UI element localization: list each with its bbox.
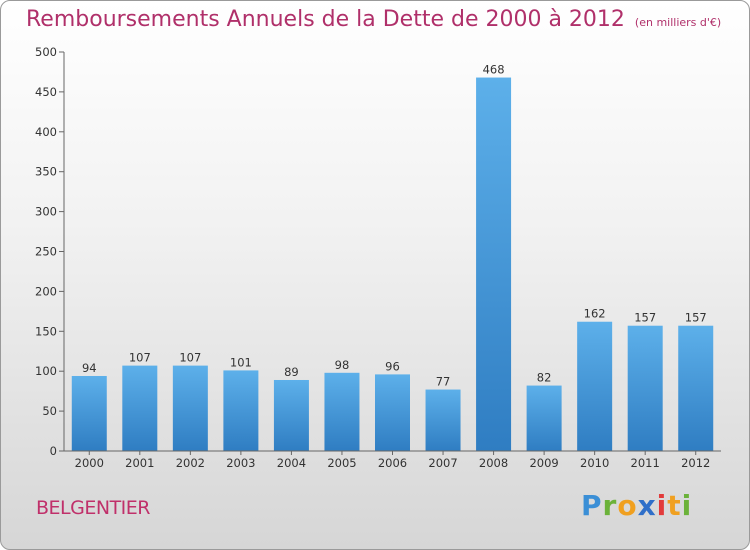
value-label-2003: 101: [230, 355, 252, 369]
bar-2001: [122, 365, 158, 451]
x-tick-label-2002: 2002: [176, 456, 205, 470]
logo-letter: t: [667, 489, 682, 522]
y-tick-label: 250: [35, 245, 57, 259]
y-tick-label: 500: [35, 45, 57, 59]
bar-2005: [324, 372, 360, 451]
commune-name: BELGENTIER: [36, 497, 150, 519]
x-tick-label-2011: 2011: [631, 456, 660, 470]
logo-letter: r: [602, 489, 618, 522]
bar-2007: [425, 389, 461, 451]
logo-letter: i: [681, 489, 693, 522]
value-label-2005: 98: [335, 358, 350, 372]
logo-letter: P: [581, 489, 603, 522]
bar-2003: [223, 370, 259, 451]
x-tick-label-2001: 2001: [125, 456, 154, 470]
value-label-2004: 89: [284, 365, 299, 379]
y-tick-label: 150: [35, 324, 57, 338]
value-label-2000: 94: [82, 361, 97, 375]
y-tick-label: 200: [35, 284, 57, 298]
y-tick-label: 100: [35, 364, 57, 378]
x-tick-label-2012: 2012: [681, 456, 710, 470]
bar-2011: [627, 325, 663, 451]
bar-2002: [172, 365, 208, 451]
logo-letter: x: [637, 489, 657, 522]
logo-letter: o: [617, 489, 638, 522]
value-label-2012: 157: [685, 311, 707, 325]
x-tick-label-2003: 2003: [226, 456, 255, 470]
bar-2004: [273, 379, 309, 451]
y-tick-label: 0: [50, 444, 57, 458]
x-tick-label-2004: 2004: [277, 456, 306, 470]
value-label-2002: 107: [179, 351, 201, 365]
bar-2000: [71, 375, 107, 451]
bar-2010: [577, 321, 613, 451]
value-label-2008: 468: [483, 63, 505, 77]
logo-letter: i: [656, 489, 668, 522]
value-label-2011: 157: [634, 311, 656, 325]
y-tick-label: 350: [35, 165, 57, 179]
y-tick-label: 400: [35, 125, 57, 139]
value-label-2006: 96: [385, 359, 400, 373]
unit-text: (en milliers d'€): [634, 16, 722, 29]
x-tick-label-2009: 2009: [529, 456, 558, 470]
x-tick-label-2010: 2010: [580, 456, 609, 470]
value-label-2007: 77: [436, 375, 451, 389]
y-tick-label: 450: [35, 85, 57, 99]
value-label-2009: 82: [537, 371, 552, 385]
bar-2006: [375, 374, 410, 451]
value-label-2010: 162: [584, 307, 606, 321]
title-text: Remboursements Annuels de la Dette de 20…: [26, 7, 625, 32]
y-tick-label: 300: [35, 205, 57, 219]
x-tick-label-2007: 2007: [428, 456, 457, 470]
value-label-2001: 107: [129, 351, 151, 365]
bar-2012: [678, 325, 714, 451]
y-tick-label: 50: [42, 404, 57, 418]
bar-2008: [476, 77, 512, 451]
x-tick-label-2008: 2008: [479, 456, 508, 470]
chart-title: Remboursements Annuels de la Dette de 20…: [26, 7, 721, 32]
x-tick-label-2000: 2000: [75, 456, 104, 470]
x-tick-label-2005: 2005: [327, 456, 356, 470]
bar-2009: [526, 385, 562, 451]
proxiti-logo: Proxiti: [581, 489, 692, 522]
x-tick-label-2006: 2006: [378, 456, 407, 470]
